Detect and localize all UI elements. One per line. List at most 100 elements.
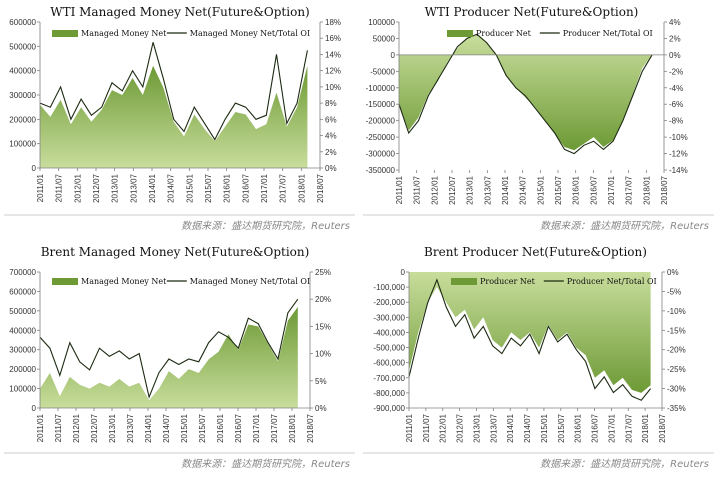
left-tick-label: 50000: [373, 34, 396, 43]
x-tick-label: 2017/01: [252, 413, 261, 442]
left-tick-label: 100000: [9, 140, 36, 149]
right-tick-label: 0%: [669, 51, 681, 60]
left-tick-label: 0: [32, 404, 37, 413]
legend-line-label: Managed Money Net/Total OI: [190, 277, 310, 286]
x-tick-label: 2015/07: [557, 413, 566, 442]
x-tick-label: 2016/07: [591, 413, 600, 442]
right-tick-label: 0%: [667, 268, 679, 277]
x-tick-label: 2012/07: [448, 175, 457, 204]
left-tick-label: 200000: [9, 115, 36, 124]
legend: Producer Net Producer Net/Total OI: [451, 277, 657, 286]
left-tick-label: 500000: [9, 42, 36, 51]
x-tick-label: 2013/01: [466, 175, 475, 204]
left-tick-label: 300000: [9, 346, 36, 355]
x-tick-label: 2016/01: [216, 413, 225, 442]
x-tick-label: 2013/07: [129, 173, 138, 202]
legend-area-swatch: [451, 278, 477, 285]
ratio-line: [398, 33, 653, 155]
x-tick-label: 2017/07: [625, 175, 634, 204]
x-tick-label: 2016/07: [589, 175, 598, 204]
source-note: 数据来源：盛达期货研究院，Reuters: [181, 458, 350, 470]
right-tick-label: -10%: [669, 133, 688, 142]
ratio-line: [39, 298, 299, 399]
x-tick-label: 2015/07: [554, 175, 563, 204]
left-tick-label: 600000: [9, 18, 36, 27]
left-tick-label: 100000: [9, 385, 36, 394]
right-tick-label: 4%: [669, 18, 681, 27]
x-tick-label: 2017/07: [624, 413, 633, 442]
x-tick-label: 2018/07: [658, 413, 667, 442]
right-tick-label: 4%: [325, 132, 337, 141]
legend-area-swatch: [447, 30, 473, 37]
left-tick-label: -400,000: [373, 328, 405, 337]
x-tick-label: 2017/01: [260, 173, 269, 202]
x-tick-label: 2017/01: [607, 413, 616, 442]
right-tick-label: 6%: [325, 115, 337, 124]
x-tick-label: 2015/01: [536, 175, 545, 204]
x-tick-label: 2014/07: [162, 413, 171, 442]
legend: Managed Money Net Managed Money Net/Total…: [52, 29, 310, 38]
x-tick-label: 2015/01: [540, 413, 549, 442]
x-tick-label: 2018/07: [660, 175, 669, 204]
legend-line-label: Producer Net/Total OI: [563, 29, 653, 38]
source-note: 数据来源：盛达期货研究院，Reuters: [540, 220, 709, 232]
x-tick-label: 2018/01: [288, 413, 297, 442]
right-tick-label: 0%: [315, 404, 327, 413]
x-tick-label: 2013/07: [483, 175, 492, 204]
right-tick-label: 2%: [325, 148, 337, 157]
right-tick-label: 8%: [325, 99, 337, 108]
right-tick-label: -8%: [669, 117, 683, 126]
x-tick-label: 2012/07: [90, 413, 99, 442]
right-tick-label: -20%: [667, 346, 686, 355]
x-tick-label: 2016/07: [241, 173, 250, 202]
brent-producer-chart: Brent Producer Net(Future&Option) -900,00…: [363, 245, 714, 470]
right-tick-label: 16%: [325, 34, 341, 43]
x-tick-label: 2017/07: [279, 173, 288, 202]
left-tick-label: 700000: [9, 268, 36, 277]
x-tick-label: 2012/07: [92, 173, 101, 202]
left-tick-label: -200000: [366, 117, 396, 126]
x-tick-label: 2014/01: [501, 175, 510, 204]
left-tick-label: -800,000: [373, 389, 405, 398]
ratio-line: [408, 278, 652, 401]
x-tick-label: 2013/07: [489, 413, 498, 442]
right-tick-label: -14%: [669, 166, 688, 175]
source-note: 数据来源：盛达期货研究院，Reuters: [540, 458, 709, 470]
x-tick-label: 2016/07: [234, 413, 243, 442]
left-tick-label: -300,000: [373, 313, 405, 322]
left-tick-label: -200,000: [373, 298, 405, 307]
left-tick-label: 400000: [9, 326, 36, 335]
area-series: [399, 35, 653, 151]
brent-managed-money-chart: Brent Managed Money Net(Future&Option) 0 1…: [4, 245, 355, 470]
left-tick-label: 100000: [368, 18, 395, 27]
x-tick-label: 2018/01: [642, 175, 651, 204]
right-tick-label: 25%: [315, 268, 331, 277]
ratio-line: [39, 42, 308, 141]
wti-managed-money-chart: WTI Managed Money Net(Future&Option) 0 100…: [4, 5, 355, 232]
x-tick-label: 2014/07: [523, 413, 532, 442]
x-tick-label: 2014/07: [167, 173, 176, 202]
chart-title: Brent Managed Money Net(Future&Option): [41, 245, 310, 259]
x-tick-label: 2012/01: [430, 175, 439, 204]
left-tick-label: -600,000: [373, 359, 405, 368]
x-tick-label: 2015/01: [180, 413, 189, 442]
x-tick-label: 2012/01: [72, 413, 81, 442]
legend-area-label: Managed Money Net: [81, 277, 167, 286]
x-tick-label: 2017/01: [607, 175, 616, 204]
right-tick-label: -5%: [667, 287, 681, 296]
right-tick-label: 10%: [325, 83, 341, 92]
left-tick-label: -500,000: [373, 344, 405, 353]
x-tick-label: 2011/01: [36, 413, 45, 442]
right-tick-label: 5%: [315, 377, 327, 386]
x-tick-label: 2018/07: [316, 173, 325, 202]
left-tick-label: 0: [401, 268, 406, 277]
x-tick-label: 2017/07: [270, 413, 279, 442]
left-tick-label: 0: [391, 51, 396, 60]
legend: Producer Net Producer Net/Total OI: [447, 29, 653, 38]
x-tick-label: 2013/01: [108, 413, 117, 442]
left-tick-label: -900,000: [373, 404, 405, 413]
right-tick-label: 12%: [325, 67, 341, 76]
left-tick-label: -50000: [370, 67, 395, 76]
right-tick-label: -2%: [669, 67, 683, 76]
